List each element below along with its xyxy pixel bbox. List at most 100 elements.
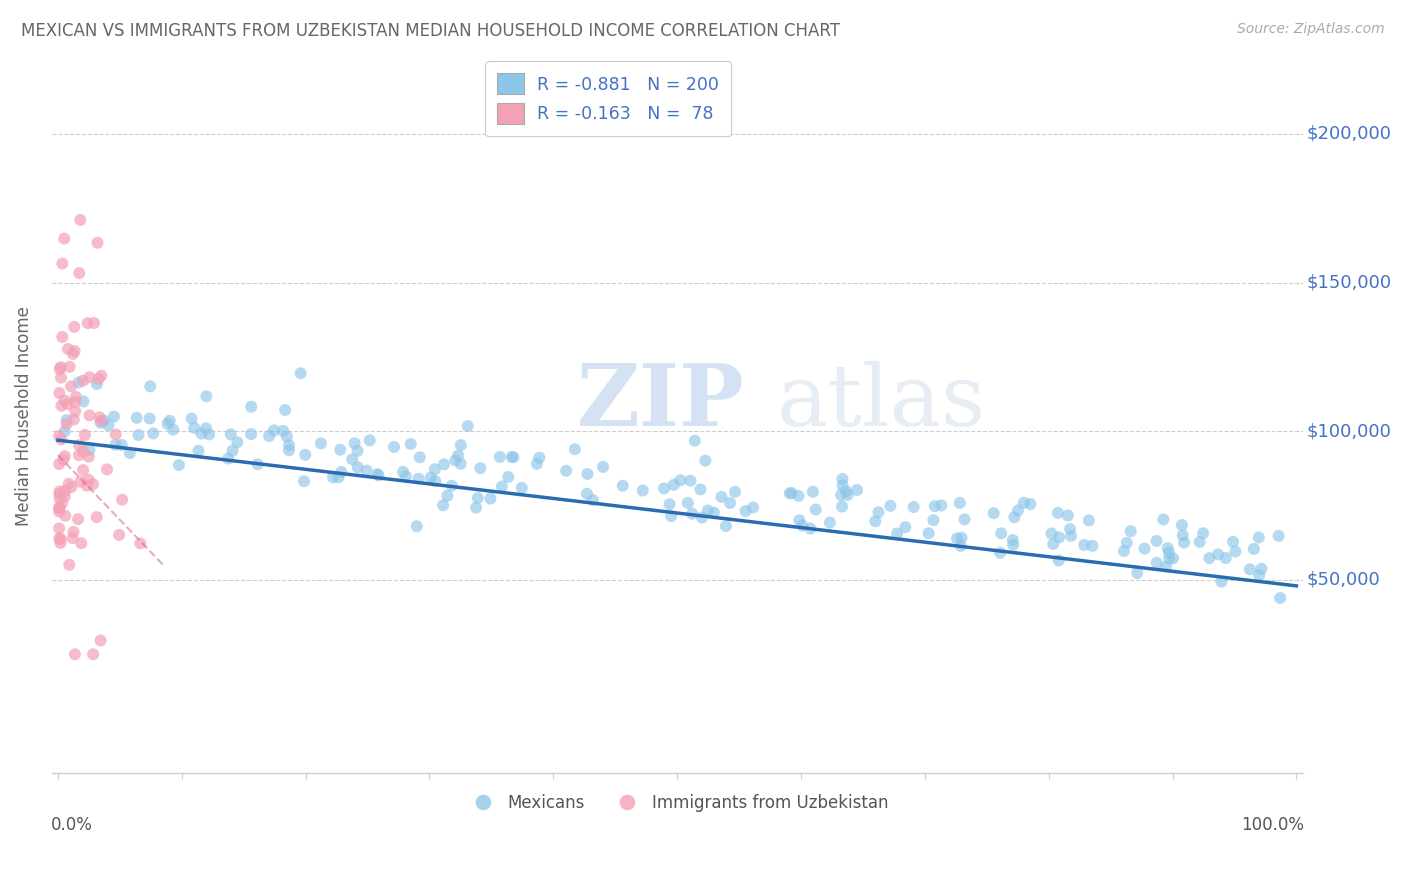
Point: [359, 434, 381, 448]
Point: [465, 500, 488, 515]
Point: [467, 491, 489, 505]
Point: [62, 524, 84, 539]
Point: [450, 438, 472, 452]
Point: [53, 449, 76, 463]
Point: [67, 448, 90, 462]
Point: [48, 487, 70, 501]
Point: [59, 359, 82, 374]
Point: [76, 316, 98, 330]
Text: Source: ZipAtlas.com: Source: ZipAtlas.com: [1237, 22, 1385, 37]
Point: [409, 450, 432, 465]
Point: [789, 513, 811, 527]
Point: [502, 450, 524, 465]
Point: [240, 427, 263, 442]
Point: [1007, 503, 1029, 517]
Point: [330, 465, 353, 479]
Point: [53, 393, 76, 408]
Point: [780, 486, 803, 500]
Point: [1198, 551, 1220, 566]
Point: [924, 499, 946, 513]
Text: 100.0%: 100.0%: [1241, 816, 1303, 834]
Point: [328, 470, 350, 484]
Point: [48, 385, 70, 400]
Point: [79, 409, 101, 423]
Point: [742, 500, 765, 515]
Point: [696, 503, 718, 517]
Point: [683, 434, 706, 448]
Point: [190, 426, 212, 441]
Point: [62, 531, 84, 545]
Point: [90, 414, 112, 428]
Point: [73, 428, 96, 442]
Point: [96, 462, 118, 476]
Point: [949, 496, 972, 510]
Point: [801, 484, 824, 499]
Point: [246, 458, 269, 472]
Point: [67, 438, 90, 452]
Point: [111, 438, 134, 452]
Point: [48, 362, 70, 376]
Point: [576, 467, 599, 481]
Point: [425, 474, 447, 488]
Point: [1002, 538, 1025, 552]
Point: [1126, 566, 1149, 580]
Point: [290, 366, 312, 380]
Point: [53, 425, 76, 439]
Point: [97, 418, 120, 433]
Point: [90, 633, 112, 648]
Point: [58, 558, 80, 572]
Point: [159, 414, 181, 428]
Point: [63, 343, 86, 358]
Point: [488, 450, 510, 464]
Point: [818, 516, 841, 530]
Point: [90, 368, 112, 383]
Point: [408, 472, 430, 486]
Point: [703, 506, 725, 520]
Point: [879, 499, 901, 513]
Point: [1267, 529, 1289, 543]
Point: [104, 427, 127, 442]
Point: [1115, 536, 1137, 550]
Point: [582, 493, 605, 508]
Point: [79, 442, 101, 457]
Point: [48, 532, 70, 546]
Point: [108, 528, 131, 542]
Point: [457, 419, 479, 434]
Text: 0.0%: 0.0%: [51, 816, 93, 834]
Y-axis label: Median Household Income: Median Household Income: [15, 307, 32, 526]
Point: [1215, 551, 1237, 566]
Point: [219, 427, 242, 442]
Point: [93, 413, 115, 427]
Point: [77, 473, 100, 487]
Point: [294, 448, 316, 462]
Point: [444, 453, 467, 467]
Point: [77, 450, 100, 464]
Point: [48, 484, 70, 499]
Point: [501, 450, 523, 464]
Point: [53, 483, 76, 498]
Point: [48, 457, 70, 471]
Point: [76, 478, 98, 492]
Point: [60, 480, 83, 494]
Point: [195, 389, 218, 403]
Point: [846, 483, 869, 497]
Point: [48, 505, 70, 519]
Point: [837, 488, 859, 502]
Point: [491, 479, 513, 493]
Point: [342, 452, 364, 467]
Point: [830, 488, 852, 502]
Point: [1159, 551, 1181, 566]
Point: [652, 482, 675, 496]
Point: [658, 497, 681, 511]
Point: [1161, 551, 1184, 566]
Point: [53, 231, 76, 245]
Point: [72, 374, 94, 388]
Point: [718, 496, 741, 510]
Point: [399, 437, 422, 451]
Point: [86, 235, 108, 250]
Point: [55, 417, 77, 431]
Point: [48, 521, 70, 535]
Point: [346, 443, 368, 458]
Text: $200,000: $200,000: [1306, 125, 1392, 143]
Point: [831, 472, 853, 486]
